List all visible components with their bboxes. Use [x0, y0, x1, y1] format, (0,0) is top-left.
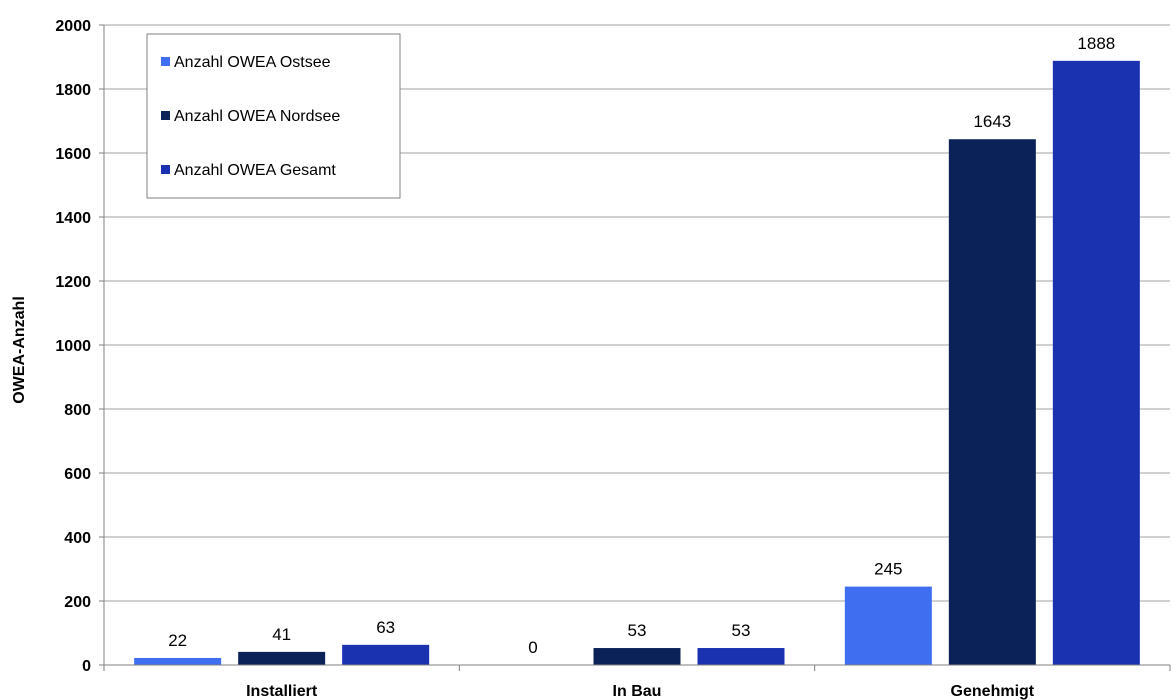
- grid: [104, 24, 1170, 602]
- y-tick-label: 1000: [55, 338, 91, 355]
- legend-label: Anzahl OWEA Nordsee: [174, 108, 340, 125]
- y-tick-label: 1600: [55, 146, 91, 163]
- y-tick-label: 1400: [55, 210, 91, 227]
- data-labels: 22 41 63 0 53 53 245 1643 1888: [168, 34, 1115, 657]
- legend-swatch: [161, 111, 170, 120]
- legend-swatch: [161, 165, 170, 174]
- y-tick-label: 200: [64, 594, 91, 611]
- bar: [697, 648, 785, 665]
- bar: [948, 139, 1036, 666]
- legend-label: Anzahl OWEA Gesamt: [174, 162, 336, 179]
- legend-label: Anzahl OWEA Ostsee: [174, 54, 331, 71]
- x-tick-label: In Bau: [613, 683, 662, 700]
- legend-box: [146, 33, 401, 199]
- bar: [1052, 60, 1140, 665]
- y-axis-title: OWEA-Anzahl: [11, 296, 28, 404]
- y-tick-label: 600: [64, 466, 91, 483]
- bars: [134, 60, 1140, 666]
- y-tick-label: 1800: [55, 82, 91, 99]
- bar: [134, 657, 222, 665]
- bar-value-label: 53: [732, 621, 751, 640]
- bar: [844, 586, 932, 665]
- bar: [342, 644, 430, 665]
- bar-value-label: 63: [376, 618, 395, 637]
- y-tick-label: 2000: [55, 18, 91, 35]
- bar: [238, 651, 326, 665]
- bar-value-label: 1643: [973, 112, 1011, 131]
- bar-value-label: 22: [168, 631, 187, 650]
- bar-value-label: 245: [874, 560, 902, 579]
- y-tick-label: 800: [64, 402, 91, 419]
- legend-swatch: [161, 57, 170, 66]
- legend: Anzahl OWEA Ostsee Anzahl OWEA Nordsee Anz…: [146, 33, 401, 199]
- bar-value-label: 53: [628, 621, 647, 640]
- x-tick-label: Genehmigt: [951, 683, 1035, 700]
- x-tick-label: Installiert: [246, 683, 318, 700]
- bar-value-label: 0: [528, 638, 537, 657]
- bar: [593, 648, 681, 665]
- y-tick-label: 0: [82, 658, 91, 675]
- y-tick-label: 400: [64, 530, 91, 547]
- bar-value-label: 1888: [1077, 34, 1115, 53]
- y-tick-label: 1200: [55, 274, 91, 291]
- axes: 0 200 400 600 800 1000 1200 1400 1600 1800 2000 Ins…: [55, 18, 1171, 700]
- bar-value-label: 41: [272, 625, 291, 644]
